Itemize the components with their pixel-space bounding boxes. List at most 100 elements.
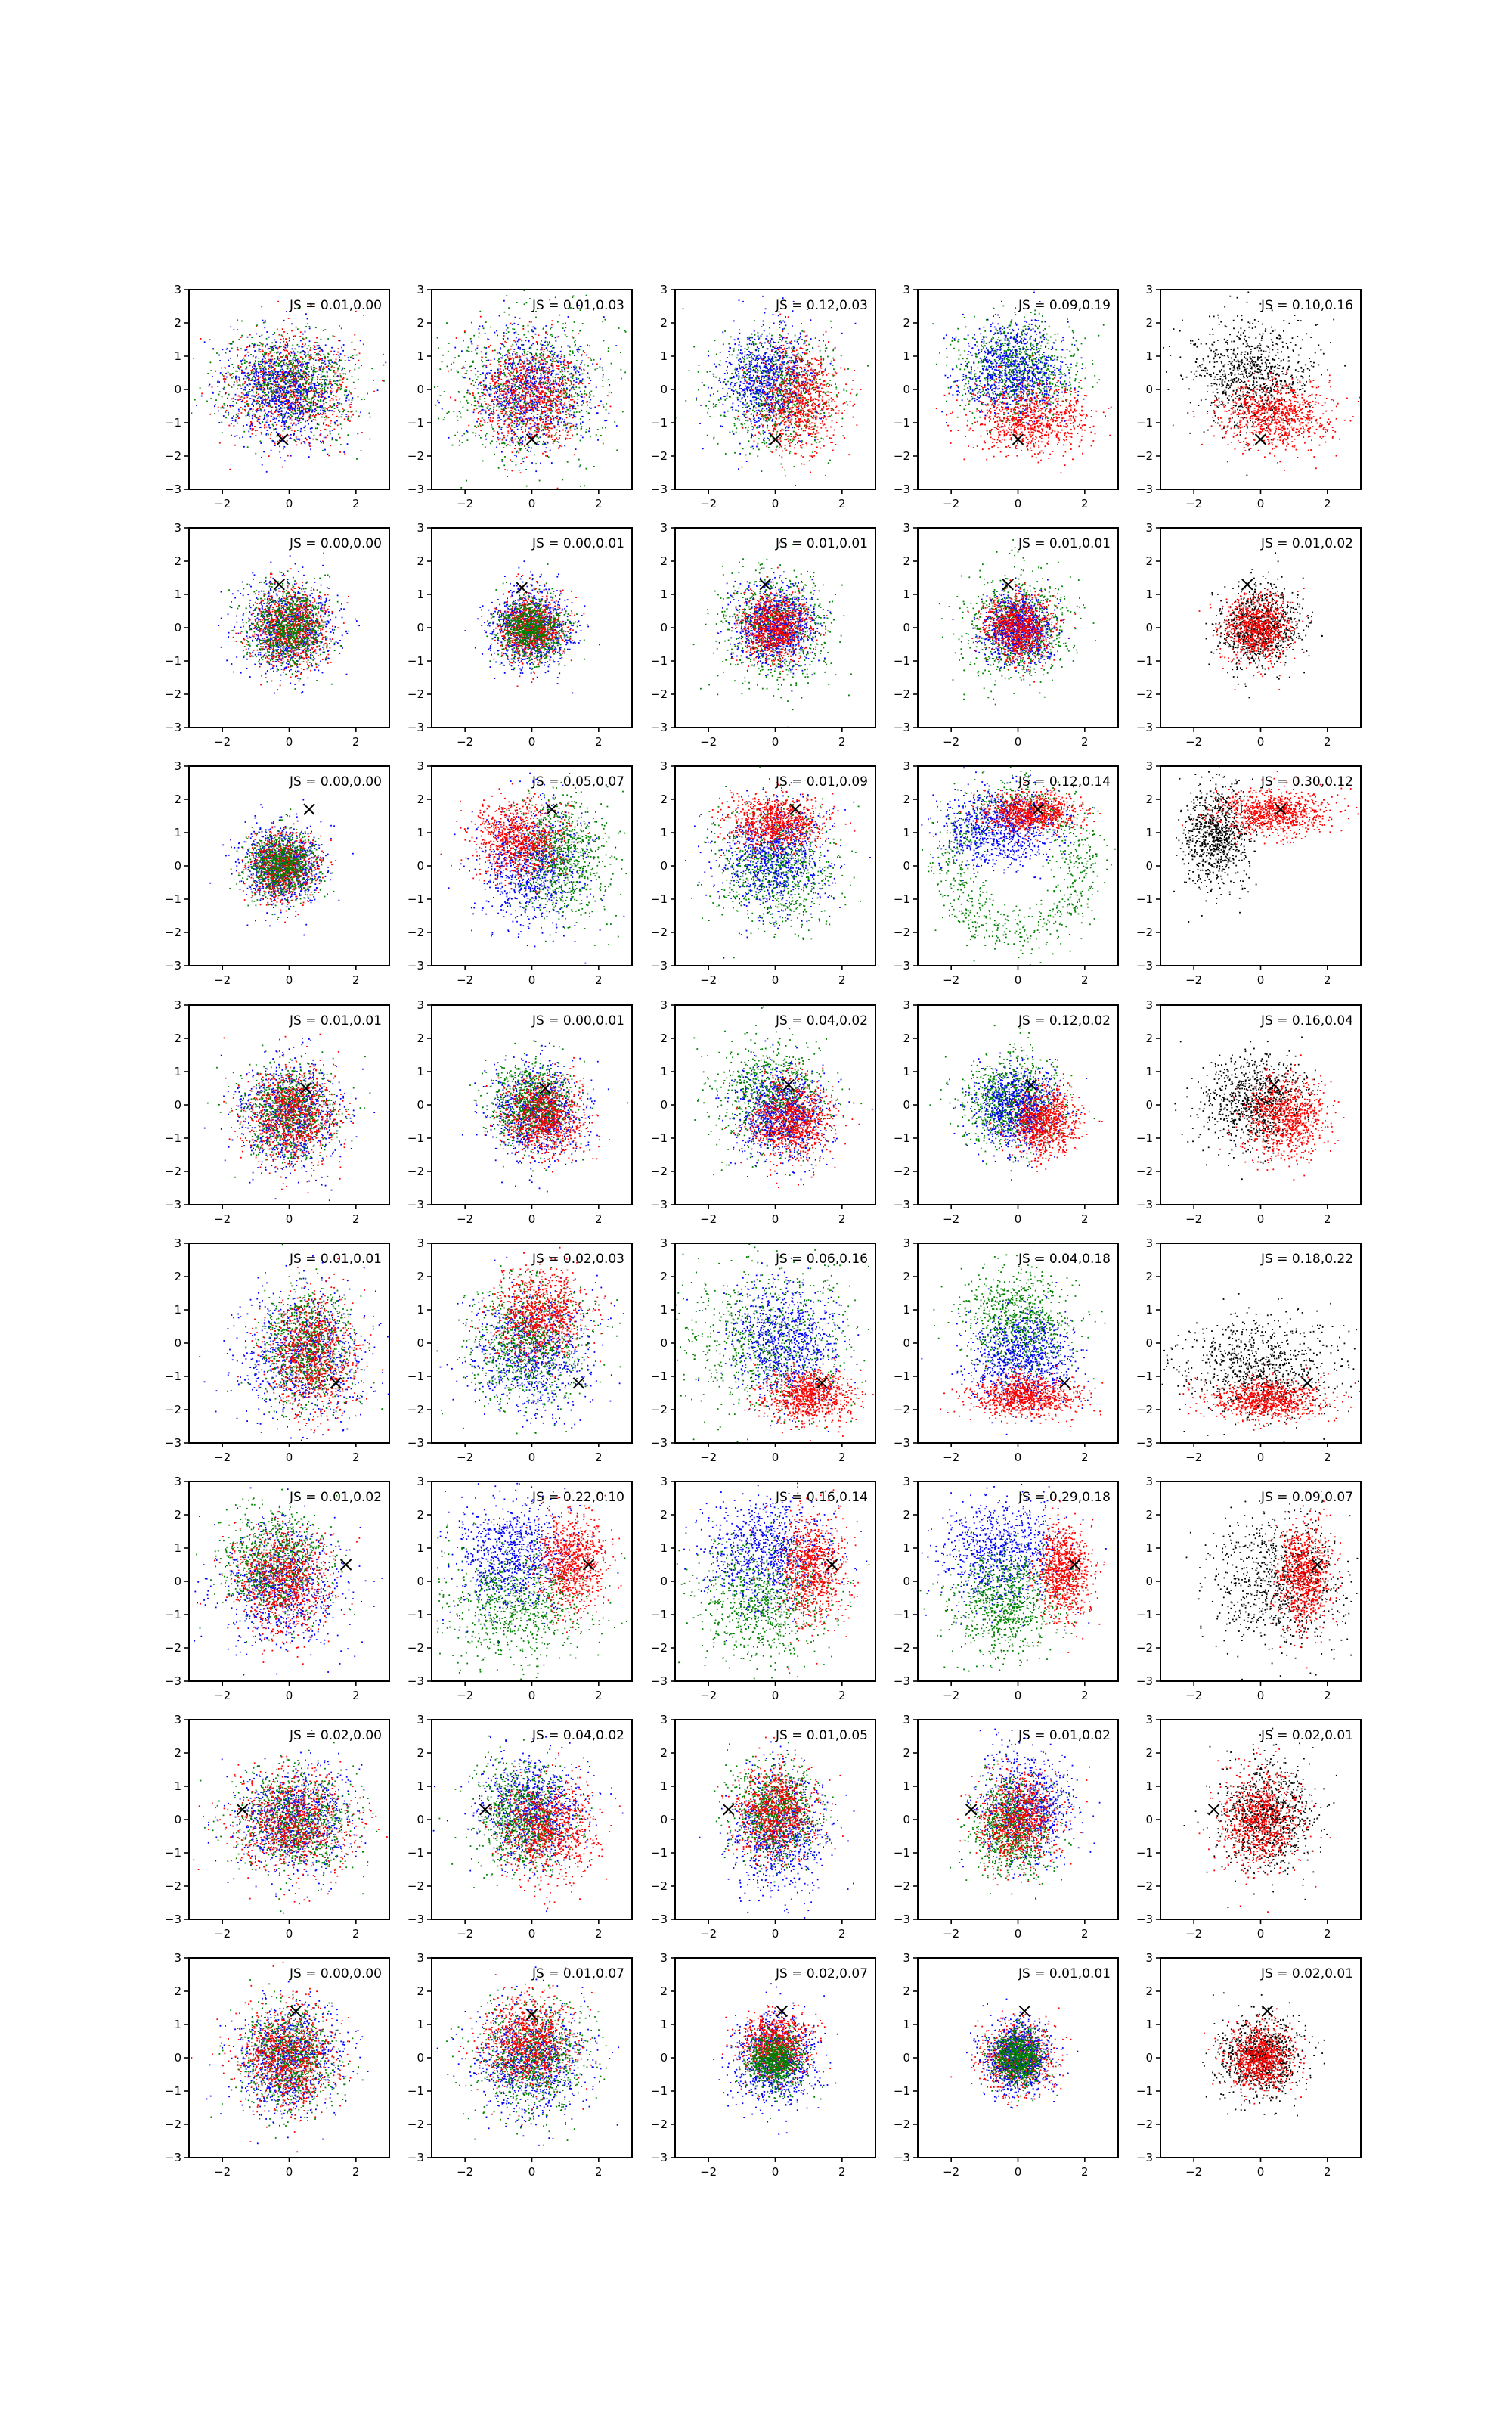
point (248, 411, 249, 412)
point (557, 321, 559, 323)
point (342, 408, 344, 410)
point (492, 413, 494, 414)
point (262, 359, 264, 361)
point (485, 412, 487, 414)
point (523, 416, 525, 417)
point (237, 415, 239, 417)
point (561, 405, 562, 406)
point (275, 428, 277, 430)
point (243, 397, 245, 399)
point (339, 383, 340, 385)
point (511, 373, 513, 374)
point (522, 353, 523, 355)
point (191, 412, 193, 414)
point (268, 371, 270, 372)
point (290, 368, 292, 370)
point (332, 384, 333, 386)
point (308, 436, 310, 438)
point (477, 371, 479, 372)
point (320, 348, 321, 349)
point (513, 434, 515, 436)
point (602, 321, 603, 322)
point (485, 435, 487, 436)
point (575, 373, 577, 374)
point (280, 392, 282, 393)
point (292, 344, 293, 346)
point (524, 410, 525, 411)
point (463, 340, 464, 342)
point (454, 357, 456, 358)
point (497, 423, 499, 424)
point (510, 390, 512, 392)
point (293, 401, 294, 402)
point (616, 425, 618, 427)
point (277, 441, 279, 442)
point (339, 417, 340, 418)
point (226, 410, 228, 411)
point (322, 410, 324, 411)
point (289, 380, 290, 382)
point (534, 374, 535, 375)
point (324, 410, 326, 411)
point (505, 386, 507, 387)
point (246, 349, 247, 351)
point (324, 389, 326, 391)
point (513, 371, 514, 373)
point (358, 416, 360, 417)
point (604, 420, 606, 421)
point (515, 382, 516, 383)
point (534, 358, 535, 359)
point (544, 433, 545, 435)
point (526, 395, 528, 396)
point (478, 328, 479, 330)
point (516, 376, 518, 377)
point (293, 403, 294, 405)
point (476, 427, 477, 428)
point (554, 402, 556, 403)
point (508, 417, 510, 418)
point (373, 391, 375, 392)
point (538, 428, 540, 430)
point (500, 398, 502, 399)
point (317, 406, 318, 408)
point (241, 412, 243, 414)
point (250, 354, 252, 355)
point (284, 446, 285, 448)
point (233, 376, 234, 377)
point (247, 352, 249, 353)
point (519, 399, 520, 400)
point (588, 357, 590, 358)
point (597, 429, 599, 430)
point (556, 365, 557, 367)
point (498, 358, 500, 360)
point (299, 418, 300, 420)
point (494, 379, 496, 380)
point (279, 451, 280, 453)
point (550, 374, 552, 376)
point (232, 401, 234, 402)
point (542, 444, 544, 445)
point (555, 361, 556, 362)
point (263, 399, 265, 401)
point (547, 399, 548, 401)
point (308, 362, 310, 364)
point (498, 426, 500, 427)
point (228, 372, 229, 374)
point (519, 448, 520, 450)
point (551, 334, 553, 335)
point (531, 417, 533, 419)
point (534, 384, 535, 386)
point (212, 392, 214, 394)
point (262, 399, 264, 400)
point (517, 363, 519, 365)
point (260, 371, 262, 373)
point (336, 420, 338, 422)
point (541, 409, 542, 411)
point (590, 436, 591, 438)
point (511, 420, 513, 421)
point (507, 356, 509, 358)
point (264, 376, 265, 377)
point (490, 345, 491, 346)
point (480, 374, 482, 375)
point (532, 331, 534, 333)
